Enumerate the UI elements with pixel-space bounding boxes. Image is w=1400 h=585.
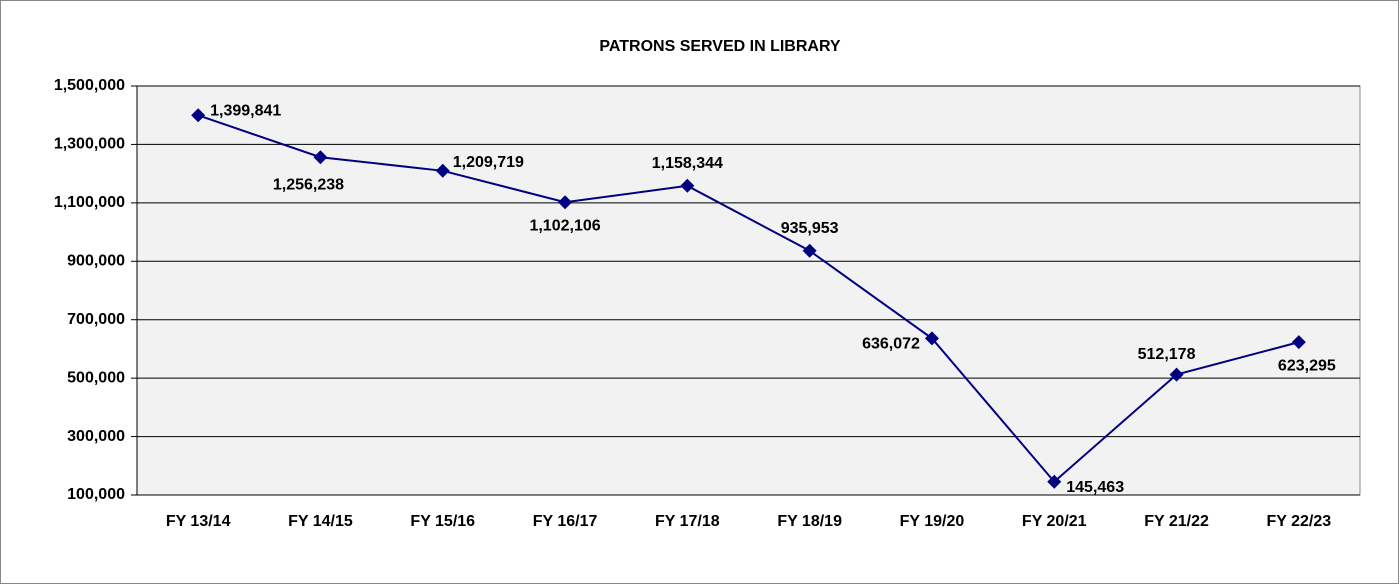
- data-label: 623,295: [1278, 357, 1336, 374]
- marker: [1169, 367, 1184, 382]
- data-label: 1,102,106: [529, 217, 600, 234]
- plot-area: [136, 85, 1361, 496]
- y-tick-label: 300,000: [67, 428, 125, 445]
- data-label: 1,209,719: [453, 154, 524, 171]
- marker: [680, 178, 695, 193]
- y-tick-label: 900,000: [67, 253, 125, 270]
- data-label: 1,158,344: [652, 155, 723, 172]
- x-tick-label: FY 19/20: [900, 513, 965, 530]
- data-label: 636,072: [862, 336, 920, 353]
- marker: [1291, 335, 1306, 350]
- marker: [313, 150, 328, 165]
- series-line: [197, 114, 1300, 484]
- data-label: 935,953: [781, 220, 839, 237]
- x-tick-label: FY 17/18: [655, 513, 720, 530]
- y-tick-label: 100,000: [67, 486, 125, 503]
- y-tick-label: 700,000: [67, 311, 125, 328]
- x-tick-label: FY 13/14: [166, 513, 231, 530]
- data-label: 512,178: [1138, 346, 1196, 363]
- data-label: 1,399,841: [210, 102, 281, 119]
- marker: [924, 331, 939, 346]
- marker: [1047, 474, 1062, 489]
- marker: [558, 195, 573, 210]
- marker: [802, 243, 817, 258]
- x-tick-label: FY 16/17: [533, 513, 598, 530]
- x-tick-label: FY 14/15: [288, 513, 353, 530]
- x-tick-label: FY 20/21: [1022, 513, 1087, 530]
- marker: [191, 108, 206, 123]
- data-label: 145,463: [1066, 479, 1124, 496]
- chart-title: PATRONS SERVED IN LIBRARY: [599, 38, 841, 55]
- y-tick-label: 500,000: [67, 369, 125, 386]
- y-tick-label: 1,100,000: [54, 194, 125, 211]
- marker: [435, 163, 450, 178]
- x-tick-label: FY 18/19: [777, 513, 842, 530]
- x-tick-label: FY 21/22: [1144, 513, 1209, 530]
- x-tick-label: FY 22/23: [1267, 513, 1332, 530]
- x-tick-label: FY 15/16: [410, 513, 475, 530]
- data-label: 1,256,238: [273, 176, 344, 193]
- y-tick-label: 1,300,000: [54, 136, 125, 153]
- y-tick-label: 1,500,000: [54, 77, 125, 94]
